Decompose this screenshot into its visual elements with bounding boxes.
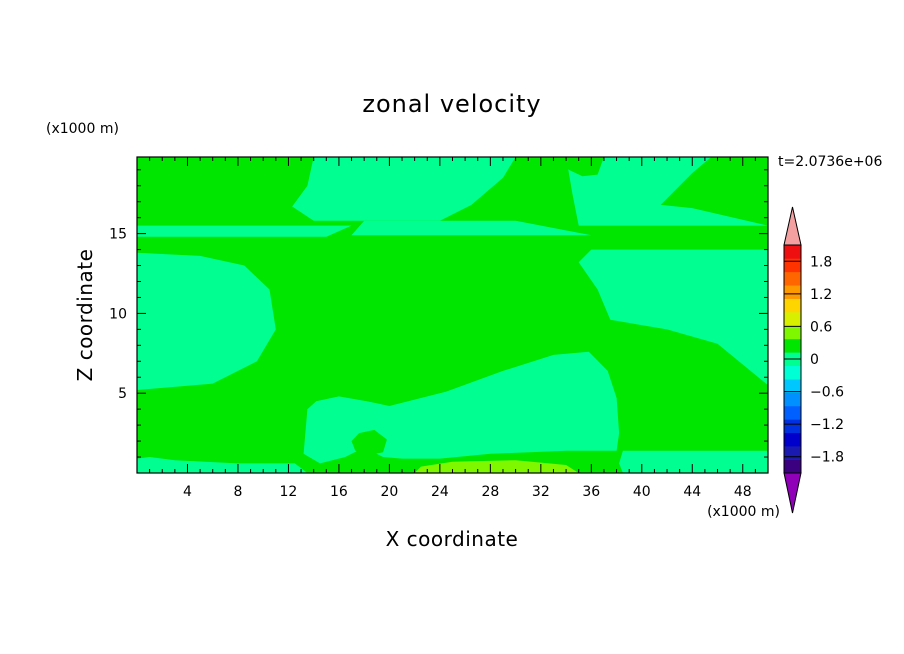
contour-region-2 (559, 157, 604, 177)
y-tick-label: 5 (118, 386, 127, 402)
y-tick-label: 10 (109, 306, 127, 322)
colorbar-band (784, 285, 801, 299)
x-tick-label: 4 (183, 484, 192, 500)
x-axis-label: X coordinate (386, 527, 519, 551)
x-tick-label: 8 (233, 484, 242, 500)
y-unit-label: (x1000 m) (46, 121, 119, 137)
colorbar-band (784, 392, 801, 407)
colorbar-band (784, 258, 801, 273)
contour-region-1 (566, 157, 768, 386)
x-tick-label: 36 (582, 484, 600, 500)
x-tick-label: 32 (532, 484, 550, 500)
colorbar-band (784, 419, 801, 434)
colorbar-over-arrow (783, 206, 802, 246)
x-tick-label: 16 (330, 484, 348, 500)
colorbar-band (784, 432, 801, 447)
contour-region-5 (351, 220, 592, 236)
colorbar-band (784, 459, 801, 474)
contour-regions (137, 157, 768, 473)
colorbar-band (784, 271, 801, 286)
colorbar-tick-label: 0 (810, 352, 819, 368)
colorbar-band (784, 446, 801, 460)
x-tick-label: 28 (481, 484, 499, 500)
contour-region-0 (292, 157, 516, 221)
contour-region-10 (414, 460, 579, 473)
x-tick-label: 20 (380, 484, 398, 500)
y-axis-label: Z coordinate (73, 249, 97, 382)
contour-region-6 (303, 351, 620, 464)
y-axis-ticks: 5 10 15 (109, 169, 768, 458)
x-tick-label: 44 (683, 484, 701, 500)
contour-region-9 (137, 457, 308, 473)
x-tick-label: 48 (734, 484, 752, 500)
x-tick-label: 40 (633, 484, 651, 500)
colorbar-band (784, 405, 801, 420)
contour-region-4 (137, 225, 352, 237)
colorbar: 1.8 1.2 0.6 0 −0.6 −1.2 −1.8 (783, 206, 844, 514)
colorbar-band (784, 312, 801, 326)
colorbar-tick-label: −1.8 (810, 450, 844, 466)
colorbar-band (784, 365, 801, 380)
colorbar-tick-label: −1.2 (810, 417, 844, 433)
x-unit-label: (x1000 m) (707, 504, 780, 520)
colorbar-band (784, 245, 801, 259)
x-tick-label: 12 (280, 484, 298, 500)
colorbar-tick-label: −0.6 (810, 385, 844, 401)
colorbar-band (784, 379, 801, 393)
contour-region-3 (137, 252, 276, 390)
x-tick-label: 24 (431, 484, 449, 500)
y-tick-label: 15 (109, 227, 127, 243)
colorbar-band (784, 338, 801, 353)
colorbar-tick-label: 1.8 (810, 254, 832, 270)
contour-region-7 (351, 429, 387, 456)
chart-title: zonal velocity (362, 90, 541, 118)
colorbar-band (784, 325, 801, 340)
time-label: t=2.0736e+06 (778, 154, 882, 170)
contour-region-8 (619, 450, 768, 473)
colorbar-tick-label: 1.2 (810, 287, 832, 303)
colorbar-band (784, 298, 801, 313)
colorbar-tick-label: 0.6 (810, 319, 832, 335)
x-axis-ticks: 4 8 12 16 20 24 28 32 36 40 44 48 (149, 157, 756, 500)
colorbar-under-arrow (783, 472, 802, 514)
